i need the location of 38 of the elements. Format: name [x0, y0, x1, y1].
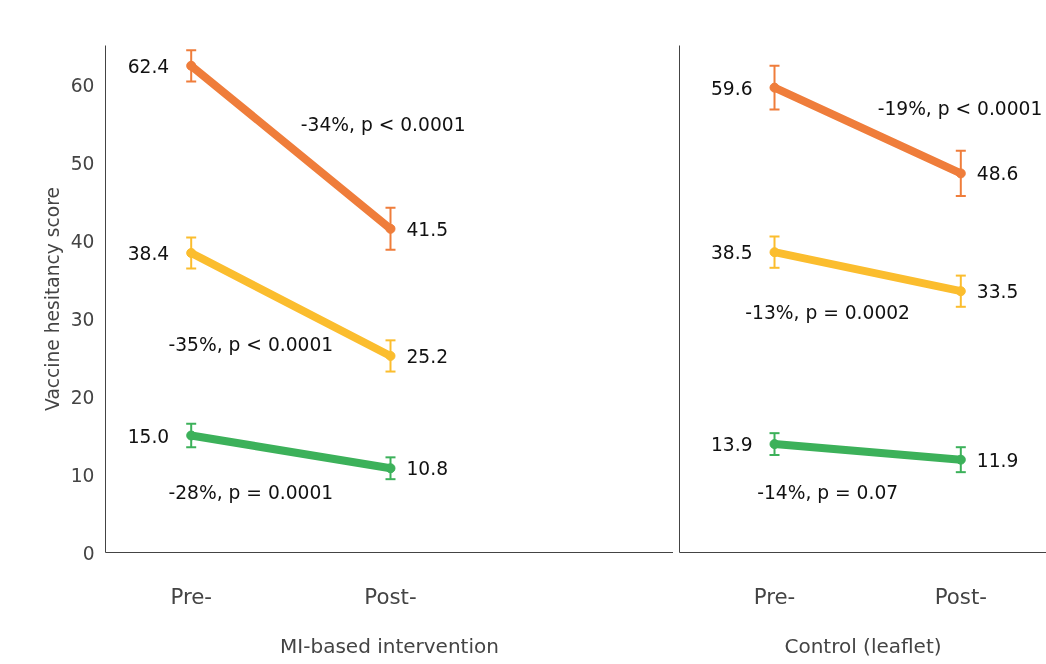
data-label: 33.5 [976, 281, 1019, 303]
y-tick-label: 40 [70, 230, 95, 252]
annotation: -34%, p < 0.0001 [300, 114, 466, 136]
annotation: -14%, p = 0.07 [757, 481, 899, 503]
data-label: 59.6 [710, 77, 753, 99]
data-label: 13.9 [710, 434, 753, 456]
point [955, 168, 966, 179]
point [186, 60, 197, 71]
annotation: -28%, p = 0.0001 [168, 481, 334, 503]
x-axis-title: MI-based intervention [280, 633, 499, 658]
point [186, 247, 197, 258]
data-label: 25.2 [406, 345, 449, 367]
data-label: 10.8 [406, 458, 449, 480]
y-axis-title: Vaccine hesitancy score [41, 187, 63, 411]
annotation: -19%, p < 0.0001 [877, 97, 1043, 119]
y-tick-label: 10 [70, 464, 95, 486]
annotation: -35%, p < 0.0001 [168, 334, 334, 356]
data-label: 38.4 [127, 242, 170, 264]
x-tick-label: Pre- [170, 583, 213, 609]
y-tick-label: 0 [82, 542, 95, 564]
data-label: 41.5 [406, 218, 449, 240]
point [385, 350, 396, 361]
x-axis-title: Control (leaflet) [784, 633, 942, 658]
data-label: 62.4 [127, 55, 170, 77]
y-tick-label: 60 [70, 74, 95, 96]
data-label: 38.5 [710, 242, 753, 264]
annotation: -13%, p = 0.0002 [745, 301, 911, 323]
y-tick-label: 50 [70, 152, 95, 174]
data-label: 11.9 [976, 449, 1019, 471]
x-tick-label: Post- [364, 583, 417, 609]
x-tick-label: Pre- [753, 583, 796, 609]
point [769, 82, 780, 93]
x-tick-label: Post- [934, 583, 987, 609]
data-label: 48.6 [976, 163, 1019, 185]
y-tick-label: 20 [70, 386, 95, 408]
point [385, 223, 396, 234]
data-label: 15.0 [127, 425, 170, 447]
y-tick-label: 30 [70, 308, 95, 330]
